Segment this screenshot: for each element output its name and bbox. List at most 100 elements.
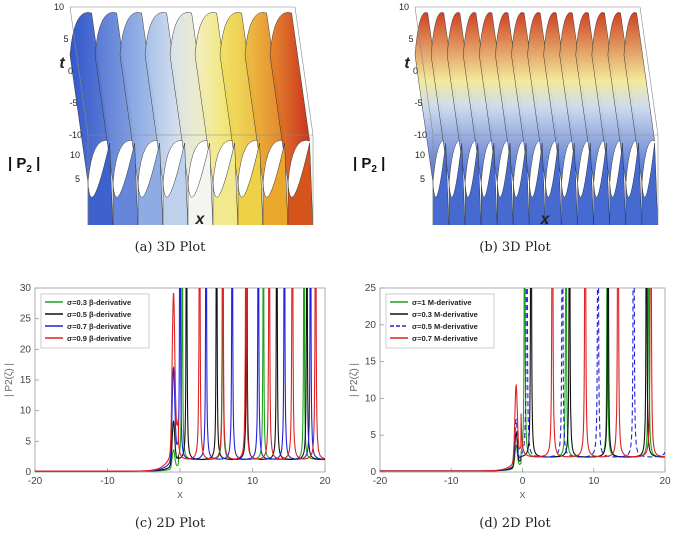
- t-tick-label: -5: [69, 98, 77, 108]
- y-tick-label: 0: [25, 467, 31, 478]
- surface-ridge: [94, 12, 135, 184]
- t-tick-label: -10: [414, 130, 427, 140]
- legend-box: [40, 293, 150, 349]
- legend: σ=1 M-derivative σ=0.3 M-derivative σ=0.5 …: [385, 293, 495, 349]
- surface-front-cusp: [561, 142, 578, 232]
- y-tick-label: 25: [20, 314, 32, 325]
- t-tick-label: 10: [399, 2, 409, 12]
- legend-label: σ=0.5 β-derivative: [67, 310, 131, 319]
- x-axis-label: x: [520, 489, 526, 501]
- x-tick-label: 0: [177, 476, 183, 487]
- legend-label: σ=1 M-derivative: [412, 298, 472, 307]
- x-tick-label: -10: [444, 476, 459, 487]
- x-tick-label: 10: [588, 476, 600, 487]
- t-axis-label: t: [404, 55, 410, 72]
- surface-ridge: [462, 12, 495, 184]
- y-tick-label: 30: [20, 283, 32, 294]
- surface-front-cusp: [609, 142, 627, 232]
- surface-ridge: [591, 12, 623, 184]
- box-edge: [639, 6, 659, 136]
- surface-ridges: [414, 12, 655, 184]
- surface-front-cusp: [287, 142, 314, 232]
- surface-ridge: [527, 12, 559, 184]
- surface-ridge: [495, 12, 527, 184]
- surface-front-cusp: [162, 142, 189, 232]
- surface-front-cusp: [432, 142, 450, 232]
- caption-d: (d) 2D Plot: [479, 516, 551, 531]
- surface-ridge: [559, 12, 591, 184]
- x-tick-label: -20: [373, 476, 388, 487]
- y-tick-label: 10: [20, 406, 32, 417]
- surface-front-cusp: [480, 142, 498, 232]
- surface-front-cusp: [577, 142, 594, 232]
- series-line: [380, 288, 665, 472]
- y-axis-label: | P2(ζ) |: [349, 363, 360, 397]
- chart-d-plot: -20 -10 0 10 20 0 5 10 15 20 25 x | P2(ζ) | σ=1 M-der…: [349, 283, 671, 501]
- surface-front-cusp: [212, 142, 239, 232]
- x-tick-label: 20: [659, 476, 671, 487]
- surface-ridge: [414, 12, 447, 184]
- surface-front-cusp: [513, 142, 530, 232]
- series-line: [35, 288, 325, 472]
- legend-label: σ=0.3 M-derivative: [412, 310, 478, 319]
- x-tick-label: 20: [319, 476, 331, 487]
- y-tick-label: 0: [370, 467, 376, 478]
- surface-front-cusp: [187, 142, 214, 232]
- z-axis-label: | P2 |: [8, 155, 40, 175]
- t-tick-label: 10: [54, 2, 64, 12]
- surface-ridge: [169, 12, 210, 184]
- z-axis-label: | P2 |: [353, 155, 385, 175]
- surface-front-cusp: [87, 142, 114, 232]
- legend-box: [385, 293, 495, 349]
- surface-ridge: [144, 12, 185, 184]
- surface-ridge: [119, 12, 160, 184]
- z-tick-label: 10: [70, 150, 80, 160]
- surface-ridge: [575, 12, 607, 184]
- chart-d-panel: -20 -10 0 10 20 0 5 10 15 20 25 x | P2(ζ) | σ=1 M-der…: [345, 272, 685, 502]
- t-axis-label: t: [59, 55, 65, 72]
- box-edge: [69, 6, 89, 136]
- y-tick-label: 20: [365, 320, 377, 331]
- y-tick-label: 15: [20, 375, 32, 386]
- surface-ridge: [623, 12, 655, 184]
- caption-a: (a) 3D Plot: [134, 240, 206, 255]
- t-tick-label: -5: [414, 98, 422, 108]
- t-tick-label: 5: [408, 34, 413, 44]
- legend-label: σ=0.7 β-derivative: [67, 322, 131, 331]
- surface-front-cusp: [641, 142, 659, 232]
- surface-front-cusp: [464, 142, 482, 232]
- surface-front-cusp: [497, 142, 514, 232]
- x-axis-label: x: [540, 211, 551, 225]
- t-tick-label: 5: [63, 34, 68, 44]
- surface-ridge: [479, 12, 511, 184]
- surface-front: [432, 142, 659, 232]
- surface-ridge: [446, 12, 479, 184]
- box-edge: [414, 6, 434, 136]
- series-line: [380, 288, 665, 472]
- legend-label: σ=0.3 β-derivative: [67, 298, 131, 307]
- z-tick-label: 10: [415, 150, 425, 160]
- surface-ridge: [430, 12, 463, 184]
- legend-label: σ=0.9 β-derivative: [67, 334, 131, 343]
- x-tick-label: 10: [247, 476, 259, 487]
- chart-c-plot: -20 -10 0 10 20 0 5 10 15 20 25 30 x | P2(ζ) | σ=0.3 β…: [4, 283, 331, 501]
- z-tick-label: 5: [75, 174, 80, 184]
- surface-ridge: [269, 12, 310, 184]
- t-tick-label: -10: [69, 130, 82, 140]
- surface-front-cusp: [545, 142, 562, 232]
- y-tick-label: 15: [365, 357, 377, 368]
- t-tick-label: 0: [413, 66, 418, 76]
- legend-label: σ=0.5 M-derivative: [412, 322, 478, 331]
- x-axis-label: x: [177, 489, 183, 501]
- surface-front-cusp: [625, 142, 643, 232]
- y-tick-label: 5: [370, 430, 376, 441]
- series-lines: [35, 288, 325, 472]
- caption-b: (b) 3D Plot: [479, 240, 551, 255]
- y-tick-label: 10: [365, 393, 377, 404]
- surface-ridge: [543, 12, 575, 184]
- surface-ridge: [511, 12, 543, 184]
